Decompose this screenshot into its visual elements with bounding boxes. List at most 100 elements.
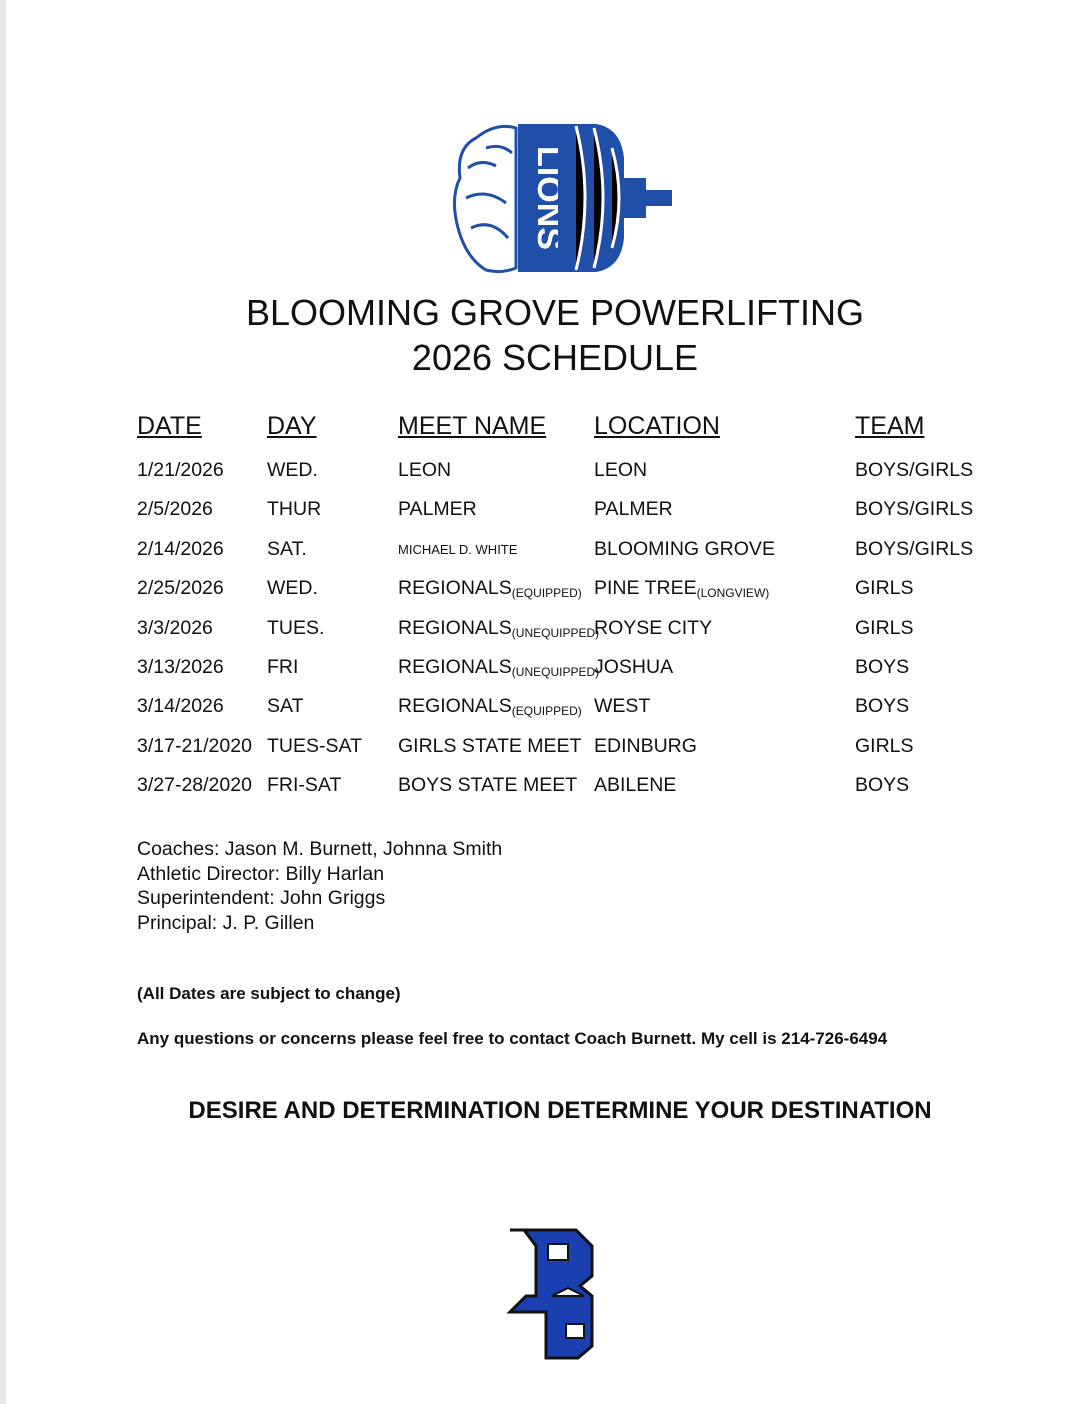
superintendent-line: Superintendent: John Griggs <box>137 887 386 909</box>
cell-team: BOYS <box>855 656 909 679</box>
cell-location: ABILENE <box>594 774 676 797</box>
header-team: TEAM <box>855 412 925 440</box>
cell-meet: REGIONALS(EQUIPPED) <box>398 695 582 718</box>
cell-team: GIRLS <box>855 577 914 600</box>
location-text: PALMER <box>594 498 673 521</box>
cell-day: FRI-SAT <box>267 774 341 797</box>
cell-date: 2/25/2026 <box>137 577 224 600</box>
cell-date: 2/5/2026 <box>137 498 213 521</box>
date-text: 2/14/2026 <box>137 537 224 560</box>
athletic-director-line: Athletic Director: Billy Harlan <box>137 863 385 885</box>
cell-location: BLOOMING GROVE <box>594 538 775 561</box>
cell-team: BOYS/GIRLS <box>855 459 973 482</box>
meet-qualifier: (UNEQUIPPED) <box>511 625 600 640</box>
meet-text: REGIONALS <box>398 695 512 718</box>
coaches-line: Coaches: Jason M. Burnett, Johnna Smith <box>137 838 503 860</box>
location-text: JOSHUA <box>594 656 674 678</box>
cell-date: 3/13/2026 <box>137 656 224 679</box>
cell-team: GIRLS <box>855 735 914 758</box>
meet-text: REGIONALS <box>398 577 512 600</box>
team-text: GIRLS <box>855 734 914 757</box>
header-location: LOCATION <box>594 412 720 440</box>
meet-text: BOYS STATE MEET <box>398 774 578 797</box>
bg-logo <box>506 1228 594 1360</box>
day-text: TUES-SAT <box>267 734 362 757</box>
team-text: BOYS <box>855 695 910 718</box>
location-text: PINE TREE <box>594 577 697 600</box>
cell-meet: GIRLS STATE MEET <box>398 735 581 758</box>
cell-location: ROYSE CITY <box>594 617 712 640</box>
team-text: BOYS <box>855 656 910 678</box>
meet-text: MICHAEL D. WHITE <box>398 541 518 557</box>
meet-qualifier: (UNEQUIPPED) <box>511 665 600 679</box>
cell-day: WED. <box>267 577 318 600</box>
day-text: FRI <box>267 656 299 678</box>
motto: DESIRE AND DETERMINATION DETERMINE YOUR … <box>188 1097 932 1124</box>
cell-meet: REGIONALS(EQUIPPED) <box>398 577 582 600</box>
cell-date: 1/21/2026 <box>137 459 224 482</box>
cell-location: EDINBURG <box>594 735 697 758</box>
cell-team: BOYS/GIRLS <box>855 498 973 521</box>
cell-meet: REGIONALS(UNEQUIPPED) <box>398 617 599 640</box>
date-text: 3/13/2026 <box>137 656 224 678</box>
cell-location: PALMER <box>594 498 673 521</box>
cell-meet: LEON <box>398 459 451 482</box>
cell-team: BOYS <box>855 774 909 797</box>
location-text: LEON <box>594 459 648 481</box>
meet-qualifier: (EQUIPPED) <box>511 704 582 719</box>
cell-date: 3/3/2026 <box>137 617 213 640</box>
team-text: GIRLS <box>855 577 914 600</box>
cell-meet: BOYS STATE MEET <box>398 774 577 797</box>
cell-meet: MICHAEL D. WHITE <box>398 542 517 560</box>
page-title: BLOOMING GROVE POWERLIFTING <box>245 292 865 333</box>
location-text: EDINBURG <box>594 734 697 757</box>
cell-day: WED. <box>267 459 318 482</box>
cell-location: LEON <box>594 459 647 482</box>
day-text: WED. <box>267 577 318 600</box>
page-subtitle: 2026 SCHEDULE <box>411 337 699 378</box>
location-text: ROYSE CITY <box>594 616 713 639</box>
meet-text: PALMER <box>398 498 477 521</box>
header-date: DATE <box>137 412 202 440</box>
location-qualifier: (LONGVIEW) <box>696 586 770 601</box>
cell-day: TUES-SAT <box>267 735 362 758</box>
page-edge <box>0 0 6 1404</box>
cell-team: GIRLS <box>855 617 914 640</box>
day-text: SAT <box>267 695 304 718</box>
location-text: ABILENE <box>594 774 677 797</box>
date-text: 3/27-28/2020 <box>137 774 252 797</box>
date-text: 2/5/2026 <box>137 498 213 521</box>
date-text: 3/14/2026 <box>137 695 224 718</box>
cell-location: JOSHUA <box>594 656 673 679</box>
day-text: SAT. <box>267 537 307 560</box>
day-text: FRI-SAT <box>267 774 342 797</box>
principal-line: Principal: J. P. Gillen <box>137 912 315 934</box>
meet-text: REGIONALS <box>398 616 512 639</box>
team-text: BOYS <box>855 774 910 797</box>
cell-day: SAT. <box>267 538 307 561</box>
cell-date: 3/14/2026 <box>137 695 224 718</box>
meet-qualifier: (EQUIPPED) <box>511 586 582 601</box>
cell-date: 3/17-21/2020 <box>137 735 252 758</box>
header-day: DAY <box>267 412 317 440</box>
date-text: 3/3/2026 <box>137 616 213 639</box>
meet-text: REGIONALS <box>398 656 512 678</box>
team-text: BOYS/GIRLS <box>855 537 974 560</box>
meet-text: LEON <box>398 459 452 481</box>
cell-team: BOYS/GIRLS <box>855 538 973 561</box>
day-text: TUES. <box>267 616 325 639</box>
date-text: 3/17-21/2020 <box>137 734 252 757</box>
lions-powerlifting-logo: LIONS <box>453 124 672 274</box>
team-text: BOYS/GIRLS <box>855 459 974 481</box>
date-text: 1/21/2026 <box>137 459 224 481</box>
date-text: 2/25/2026 <box>137 577 224 600</box>
cell-team: BOYS <box>855 695 909 718</box>
team-text: GIRLS <box>855 616 914 639</box>
disclaimer: (All Dates are subject to change) <box>137 984 401 1003</box>
cell-meet: REGIONALS(UNEQUIPPED) <box>398 656 599 679</box>
cell-day: THUR <box>267 498 321 521</box>
cell-date: 3/27-28/2020 <box>137 774 252 797</box>
day-text: WED. <box>267 459 318 481</box>
cell-location: PINE TREE(LONGVIEW) <box>594 577 769 600</box>
cell-meet: PALMER <box>398 498 477 521</box>
